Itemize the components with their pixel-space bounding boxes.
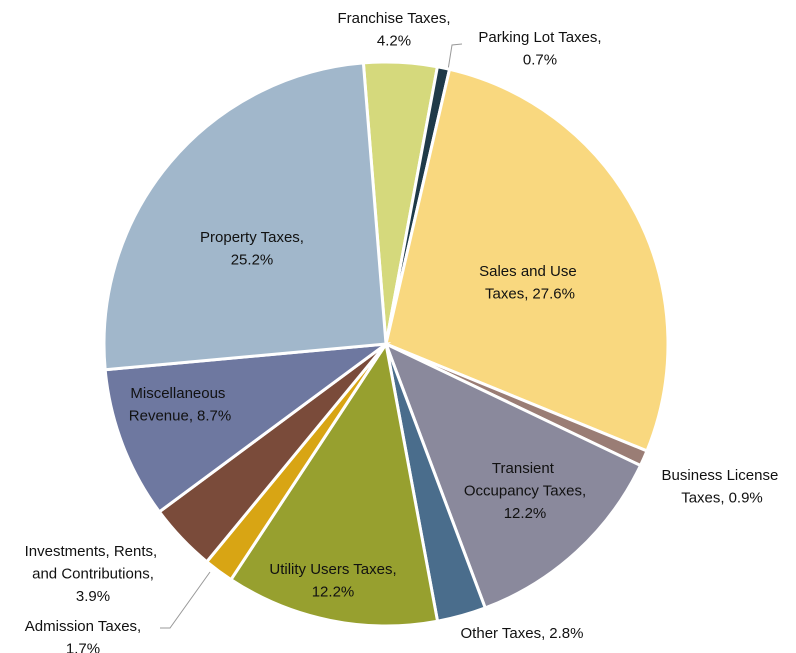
value-label: 1.7% (66, 640, 100, 653)
slice-label: Sales and Use Taxes, (479, 263, 581, 303)
label-line: Transient (492, 460, 558, 477)
label-line: Admission Taxes, (25, 618, 141, 635)
value-label: 25.2% (231, 251, 274, 268)
label-line: Investments, Rents, (25, 543, 162, 560)
label-line: Occupancy Taxes, (464, 482, 586, 499)
pie-slice (228, 340, 440, 628)
pie-slice (384, 67, 670, 453)
pie-slice (102, 61, 388, 372)
label-line: Property Taxes, (200, 229, 304, 246)
label-line: Other Taxes, (461, 625, 546, 642)
label-line: Business License (662, 467, 783, 484)
value-label: 8.7% (197, 407, 231, 424)
value-label: 2.8% (549, 625, 583, 642)
label-line: Parking Lot Taxes, (478, 29, 601, 46)
label-line: Taxes, (681, 489, 724, 506)
slice-label: Other Taxes, (461, 625, 546, 642)
slice-label: Transient Occupancy Taxes, (464, 460, 586, 500)
label-line: Revenue, (129, 407, 193, 424)
value-label: 0.7% (523, 51, 557, 68)
label-line: Sales and Use (479, 263, 581, 280)
label-line: Franchise Taxes, (337, 10, 450, 27)
label-line: Utility Users Taxes, (269, 561, 396, 578)
leader-line (447, 43, 463, 71)
value-label: 0.9% (729, 489, 763, 506)
leader-line (160, 571, 211, 629)
slice-label: Utility Users Taxes, (269, 561, 396, 578)
label-line: Miscellaneous (130, 385, 229, 402)
slice-label: Miscellaneous Revenue, (129, 385, 230, 425)
pie-slice (103, 342, 392, 514)
slice-label: Franchise Taxes, (337, 10, 450, 27)
value-label: 27.6% (532, 285, 575, 302)
value-label: 12.2% (504, 505, 547, 522)
label-line: Taxes, (485, 285, 528, 302)
value-label: 4.2% (377, 32, 411, 49)
value-label: 12.2% (312, 583, 355, 600)
slice-label: Investments, Rents, and Contributions, (25, 543, 162, 583)
slice-label: Business License Taxes, (662, 467, 783, 507)
slice-label: Admission Taxes, (25, 618, 141, 635)
value-label: 3.9% (76, 588, 110, 605)
slice-label: Parking Lot Taxes, (478, 29, 601, 46)
label-line: and Contributions, (32, 565, 154, 582)
slice-label: Property Taxes, (200, 229, 304, 246)
pie-slice (383, 341, 643, 610)
